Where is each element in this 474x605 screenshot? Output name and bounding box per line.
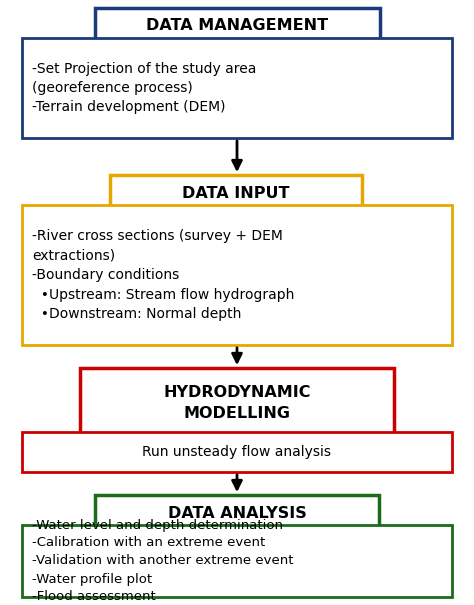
Bar [22, 205, 452, 345]
Bar [95, 495, 379, 531]
Bar [80, 368, 394, 438]
Text: -River cross sections (survey + DEM
extractions)
-Boundary conditions
  •Upstrea: -River cross sections (survey + DEM extr… [32, 229, 294, 321]
Text: HYDRODYNAMIC
MODELLING: HYDRODYNAMIC MODELLING [163, 385, 311, 421]
Bar [95, 8, 380, 44]
Text: DATA ANALYSIS: DATA ANALYSIS [168, 506, 306, 520]
Bar [22, 38, 452, 138]
Bar [22, 525, 452, 597]
Bar [110, 175, 362, 211]
Text: -Set Projection of the study area
(georeference process)
-Terrain development (D: -Set Projection of the study area (geore… [32, 62, 256, 114]
Bar [22, 432, 452, 472]
Text: -Water level and depth determination
-Calibration with an extreme event
-Validat: -Water level and depth determination -Ca… [32, 518, 293, 604]
Text: DATA MANAGEMENT: DATA MANAGEMENT [146, 19, 328, 33]
Text: Run unsteady flow analysis: Run unsteady flow analysis [143, 445, 331, 459]
Text: DATA INPUT: DATA INPUT [182, 186, 290, 200]
